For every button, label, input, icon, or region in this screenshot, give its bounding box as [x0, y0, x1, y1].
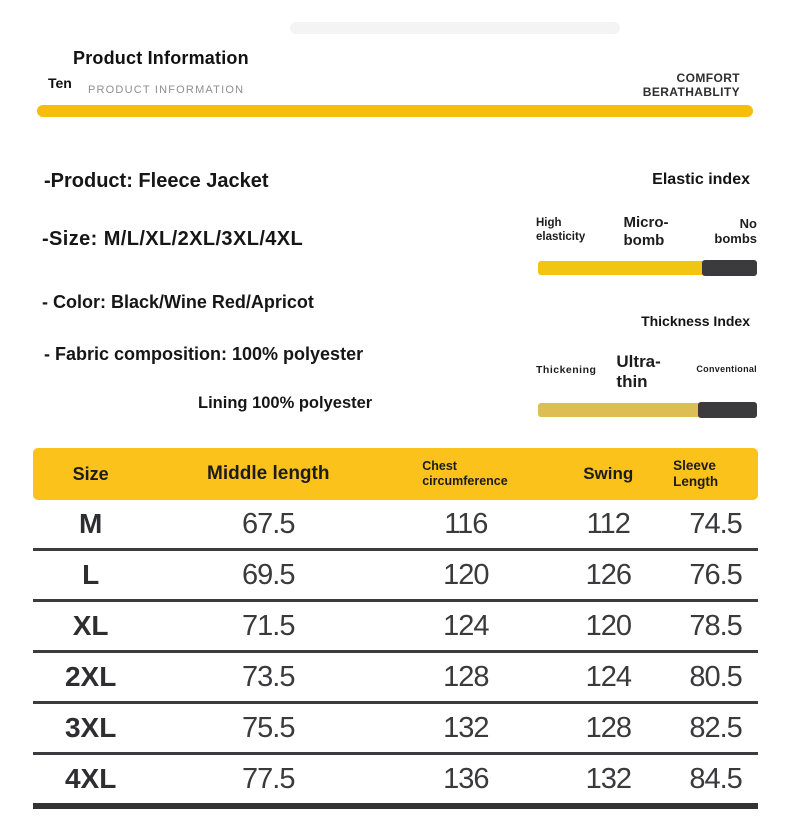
thickness-bar-dark-segment: [697, 402, 757, 418]
breathability-line: BERATHABLITY: [642, 85, 740, 99]
value-cell: 77.5: [242, 762, 295, 795]
subtitle-prefix: Ten: [48, 75, 72, 91]
size-cell: 4XL: [64, 763, 117, 794]
size-line: -Size: M/L/XL/2XL/3XL/4XL: [42, 228, 304, 250]
faded-artifact: [290, 22, 620, 34]
header-cell: Middle length: [207, 463, 330, 484]
value-cell: 75.5: [242, 711, 295, 744]
size-cell: M: [78, 508, 103, 539]
comfort-breathability-label: COMFORT BERATHABLITY: [643, 71, 740, 99]
header-cell: Swing: [583, 464, 634, 483]
header-cell: Sleeve Length: [673, 458, 719, 489]
table-row: M 67.5 116 112 74.5: [33, 500, 758, 551]
elastic-label-micro: Micro-bomb: [623, 214, 669, 249]
value-cell: 112: [586, 507, 631, 540]
value-cell: 128: [585, 711, 632, 744]
value-cell: 74.5: [689, 507, 742, 540]
size-cell: 2XL: [64, 661, 117, 692]
thickness-index-labels: Thickening Ultra-thin Conventional: [536, 352, 757, 392]
table-row: 4XL 77.5 136 132 84.5: [33, 755, 758, 809]
size-table-header: Size Middle length Chest circumference Swin…: [33, 448, 758, 500]
table-row: 3XL 75.5 132 128 82.5: [33, 704, 758, 755]
value-cell: 136: [443, 762, 489, 795]
size-cell: XL: [72, 610, 109, 641]
value-cell: 132: [585, 762, 632, 795]
size-table: Size Middle length Chest circumference Swin…: [33, 448, 758, 809]
elastic-label-no: No bombs: [714, 216, 757, 246]
page-title: Product Information: [73, 48, 249, 68]
value-cell: 80.5: [689, 660, 742, 693]
header-cell: Size: [72, 463, 109, 484]
table-row: L 69.5 120 126 76.5: [33, 551, 758, 602]
elastic-label-high: High elasticity: [536, 217, 586, 243]
size-table-body: M 67.5 116 112 74.5 L 69.5 120 126 76.5 XL 71.5 124 1…: [33, 500, 758, 809]
size-cell: 3XL: [64, 712, 117, 743]
color-line: - Color: Black/Wine Red/Apricot: [42, 292, 314, 312]
lining-line: Lining 100% polyester: [198, 394, 373, 412]
table-row: 2XL 73.5 128 124 80.5: [33, 653, 758, 704]
fabric-line: - Fabric composition: 100% polyester: [44, 344, 364, 364]
size-cell: L: [82, 559, 100, 590]
comfort-line: COMFORT: [676, 71, 740, 85]
thickness-label-conventional: Conventional: [696, 364, 757, 374]
value-cell: 67.5: [242, 507, 295, 540]
value-cell: 73.5: [242, 660, 295, 693]
elastic-index-labels: High elasticity Micro-bomb No bombs: [536, 214, 757, 250]
elastic-bar-dark-segment: [702, 260, 757, 276]
value-cell: 71.5: [242, 609, 295, 642]
page-subtitle: PRODUCT INFORMATION: [88, 84, 245, 96]
header-cell: Chest circumference: [422, 459, 508, 488]
value-cell: 124: [443, 609, 489, 642]
value-cell: 69.5: [242, 558, 295, 591]
elastic-index-bar: [538, 260, 757, 276]
table-row: XL 71.5 124 120 78.5: [33, 602, 758, 653]
value-cell: 82.5: [689, 711, 742, 744]
value-cell: 126: [585, 558, 632, 591]
value-cell: 120: [443, 558, 489, 591]
thickness-index-title: Thickness Index: [641, 313, 750, 329]
value-cell: 124: [585, 660, 632, 693]
value-cell: 132: [443, 711, 489, 744]
value-cell: 78.5: [689, 609, 742, 642]
top-divider-bar: [37, 105, 753, 117]
thickness-label-thickening: Thickening: [536, 364, 597, 376]
thickness-index-bar: [538, 402, 757, 418]
product-line: -Product: Fleece Jacket: [44, 170, 269, 192]
value-cell: 128: [443, 660, 489, 693]
value-cell: 84.5: [689, 762, 742, 795]
elastic-index-title: Elastic index: [652, 171, 750, 188]
thickness-label-ultrathin: Ultra-thin: [616, 352, 661, 391]
value-cell: 76.5: [689, 558, 742, 591]
value-cell: 120: [585, 609, 632, 642]
value-cell: 116: [444, 507, 488, 540]
